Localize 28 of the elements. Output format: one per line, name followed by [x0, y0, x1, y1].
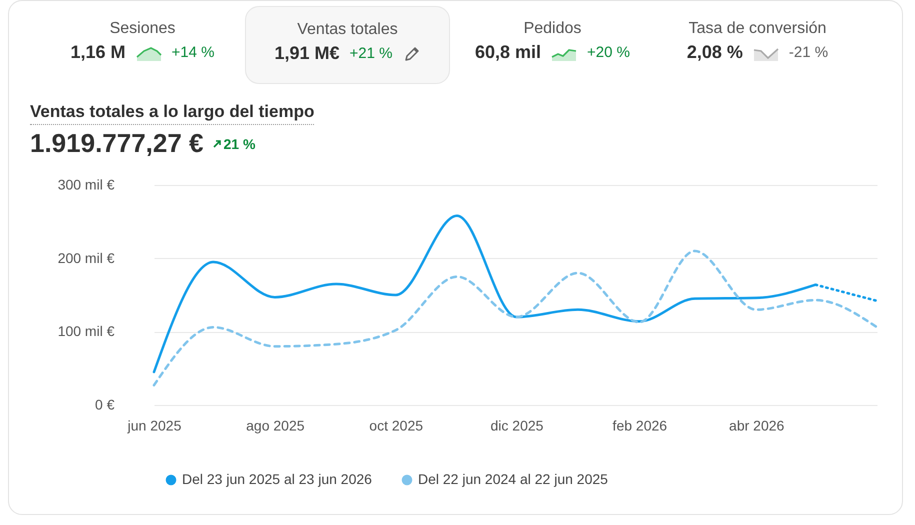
text: +21 %	[350, 45, 392, 62]
text: Sesiones	[108, 20, 176, 38]
y-tick-label: 0 €	[95, 396, 115, 412]
text: 1,16 M	[70, 42, 126, 63]
x-tick-label: oct 2025	[369, 418, 424, 434]
x-tick-label: dic 2025	[490, 418, 544, 434]
x-tick-label: feb 2026	[612, 418, 668, 434]
x-tick-label: abr 2026	[729, 418, 785, 434]
text: Pedidos	[522, 20, 582, 38]
text: Tasa de conversión	[688, 20, 828, 38]
chart-subtitle: 1.919.777,27 €	[30, 128, 204, 159]
text: +20 %	[587, 44, 630, 61]
legend-label: Del 22 jun 2024 al 22 jun 2025	[418, 471, 608, 487]
legend-label: Del 23 jun 2025 al 23 jun 2026	[182, 471, 372, 487]
text: +14 %	[172, 44, 214, 61]
text: 21 %	[224, 136, 256, 152]
y-tick-label: 100 mil €	[58, 323, 115, 340]
y-tick-label: 200 mil €	[58, 250, 115, 266]
text: Ventas totales	[296, 21, 399, 39]
text: 60,8 mil	[475, 42, 542, 63]
line-series	[152, 250, 878, 386]
x-tick-label: ago 2025	[246, 418, 305, 434]
y-tick-label: 300 mil €	[58, 176, 115, 192]
x-tick-label: jun 2025	[126, 418, 182, 434]
text: 2,08 %	[686, 42, 743, 63]
chart-title: Ventas totales a lo largo del tiempo	[30, 102, 314, 125]
text: 1,91 M€	[274, 43, 340, 64]
text: -21 %	[788, 44, 828, 61]
